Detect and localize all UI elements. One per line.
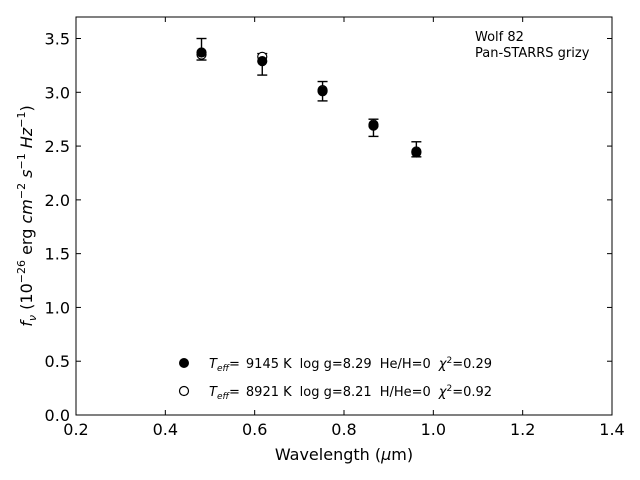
x-tick-label: 0.2	[63, 420, 88, 439]
x-axis-label: Wavelength (μm)	[275, 445, 413, 464]
data-point-filled	[317, 86, 328, 97]
x-tick-label: 1.0	[421, 420, 446, 439]
y-axis-label: fν (10−26 erg cm−2 s−1 Hz−1)	[15, 105, 39, 326]
annotation-survey: Pan-STARRS grizy	[475, 46, 590, 61]
series-filled-markers	[196, 47, 422, 158]
y-tick-label: 2.5	[45, 137, 70, 156]
x-tick-label: 0.8	[331, 420, 356, 439]
x-tick-label: 1.4	[599, 420, 624, 439]
y-tick-label: 1.5	[45, 245, 70, 264]
y-tick-label: 3.0	[45, 83, 70, 102]
data-point-filled	[368, 120, 379, 131]
x-tick-label: 0.4	[153, 420, 178, 439]
y-tick-label: 0.5	[45, 352, 70, 371]
legend-marker-open	[178, 385, 190, 397]
data-point-filled	[196, 47, 207, 58]
data-point-filled	[257, 56, 268, 67]
annotation-object: Wolf 82	[475, 30, 524, 45]
x-axis-ticks: 0.2 0.4 0.6 0.8 1.0 1.2 1.4	[63, 17, 625, 439]
y-tick-label: 3.5	[45, 30, 70, 49]
x-tick-label: 1.2	[510, 420, 535, 439]
y-axis-ticks: 0.0 0.5 1.0 1.5 2.0 2.5 3.0 3.5	[45, 30, 612, 425]
x-tick-label: 0.6	[242, 420, 267, 439]
data-point-filled	[411, 147, 422, 158]
legend-marker-filled	[179, 358, 189, 368]
y-tick-label: 2.0	[45, 191, 70, 210]
y-tick-label: 1.0	[45, 298, 70, 317]
y-tick-label: 0.0	[45, 406, 70, 425]
